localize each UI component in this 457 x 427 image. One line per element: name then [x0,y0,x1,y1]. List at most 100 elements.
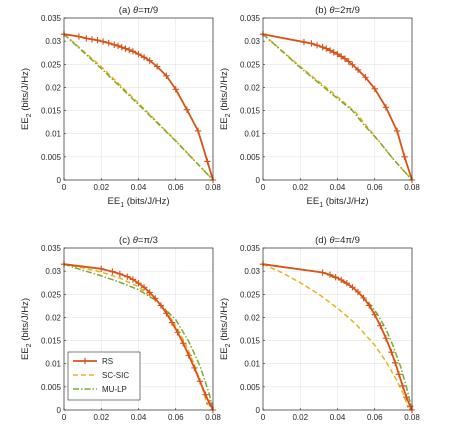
axes-frame [63,247,214,411]
data-point-rs [323,45,330,52]
data-point-rs [365,302,373,309]
data-point-rs [308,40,315,47]
data-point-rs [99,38,107,45]
panel-title-theta: θ [329,5,335,16]
data-point-rs [338,53,345,60]
y-tick-label: 0.005 [41,383,62,392]
data-point-rs [343,279,351,287]
y-tick-label: 0.02 [244,313,260,322]
y-tick-label: 0.015 [240,107,261,116]
data-point-rs [354,288,362,296]
panel-title: (d) θ=4π/9 [315,235,360,246]
y-tick-label: 0.035 [41,244,62,253]
x-tick-label: 0.08 [404,183,420,192]
y-axis-label-unit: (bits/J/Hz) [20,68,31,113]
y-tick-label: 0.025 [41,60,62,69]
data-point-rs [111,41,118,49]
data-point-rs [180,340,187,347]
x-tick-label: 0.06 [168,183,184,192]
panel-title-prefix: (a) [119,5,133,16]
legend-label-mu-lp: MU-LP [102,385,127,394]
y-tick-label: 0.035 [41,14,62,23]
y-axis-label-sub: 2 [26,113,33,117]
data-point-rs [146,289,153,296]
data-point-rs [88,36,96,43]
y-tick-label: 0.03 [244,37,260,46]
data-point-rs [157,302,165,309]
data-point-rs [319,269,326,276]
panel-title-value: =π/9 [138,5,158,16]
data-point-rs [114,42,122,49]
y-tick-label: 0.02 [244,83,260,92]
data-point-rs [388,348,395,356]
y-tick-label: 0.01 [244,130,260,139]
panel-0: 0 0.02 0.04 0.06 0.08 0 0.005 0.01 0.015 0.02 0.02… [20,5,221,209]
y-axis-label-sub: 2 [225,343,232,347]
x-axis-label-unit: (bits/J/Hz) [323,196,368,207]
panel-title-prefix: (c) [119,235,133,246]
panel-title-theta: θ [133,235,139,246]
y-tick-label: 0.035 [240,14,261,23]
x-axis-label: EE1 (bits/J/Hz) [108,196,170,209]
y-axis-label: EE2 (bits/J/Hz) [20,298,33,360]
data-point-rs [118,43,125,51]
data-point-rs [153,63,161,70]
data-point-rs [371,85,378,93]
data-point-rs [349,284,356,291]
data-point-rs [403,393,410,401]
y-axis-label-sub: 2 [26,343,33,347]
x-tick-label: 0.04 [131,183,147,192]
data-point-rs [129,48,137,55]
axes-frame [262,247,413,411]
y-tick-label: 0.02 [45,83,61,92]
panel-title-value: =2π/9 [335,5,360,16]
y-tick-label: 0.035 [240,244,261,253]
data-point-rs [152,295,159,302]
x-axis-label-main: EE [108,196,121,207]
data-point-rs [341,55,349,62]
y-tick-label: 0.025 [240,60,261,69]
data-point-rs [392,359,399,366]
y-tick-label: 0.005 [240,153,261,162]
data-point-rs [172,86,179,93]
data-point-rs [105,39,112,47]
data-point-rs [94,37,101,44]
data-point-rs [330,49,337,56]
panel-title: (b) θ=2π/9 [315,5,360,16]
data-point-rs [377,322,384,329]
series-line-mu-lp [63,33,214,181]
panel-1: 0 0.02 0.04 0.06 0.08 0 0.005 0.01 0.015 0.02 0.02… [219,5,420,209]
x-tick-label: 0.08 [205,183,221,192]
y-tick-label: 0.03 [45,267,61,276]
y-axis-label: EE2 (bits/J/Hz) [219,68,232,130]
data-point-rs [401,153,408,161]
data-point-rs [319,43,326,51]
y-axis-label: EE2 (bits/J/Hz) [20,68,33,130]
axes-frame [63,17,214,181]
data-point-rs [399,382,406,390]
x-tick-label: 0 [261,413,266,422]
y-tick-label: 0.015 [41,107,62,116]
data-point-rs [146,57,153,64]
y-tick-label: 0.01 [244,360,260,369]
data-point-rs [135,279,142,287]
data-point-rs [326,47,334,54]
data-point-rs [349,61,356,68]
data-point-rs [202,391,209,398]
x-axis-label-sub: 1 [319,202,323,209]
data-point-rs [332,273,339,281]
y-tick-label: 0.025 [41,290,62,299]
y-axis-label-unit: (bits/J/Hz) [219,298,230,343]
panel-title-prefix: (b) [315,5,329,16]
x-tick-label: 0.02 [292,413,308,422]
data-point-rs [129,276,137,283]
data-point-rs [196,378,204,385]
data-point-rs [191,364,198,372]
axes-frame [262,17,413,181]
y-axis-label-main: EE [20,347,31,360]
x-axis-label: EE1 (bits/J/Hz) [307,196,369,209]
legend: RS SC-SIC MU-LP [67,351,141,401]
data-point-rs [371,311,378,318]
y-tick-label: 0.005 [240,383,261,392]
